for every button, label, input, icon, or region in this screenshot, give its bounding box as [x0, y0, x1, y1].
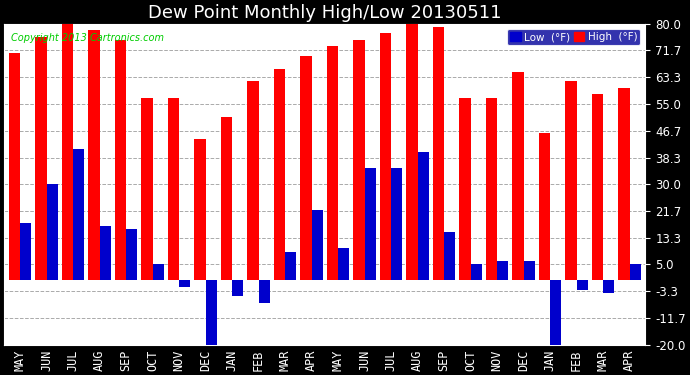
- Bar: [312, 210, 323, 280]
- Bar: [88, 30, 99, 280]
- Bar: [364, 168, 376, 280]
- Bar: [539, 133, 550, 280]
- Bar: [20, 223, 31, 280]
- Bar: [99, 226, 110, 280]
- Bar: [460, 98, 471, 280]
- Bar: [179, 280, 190, 287]
- Bar: [259, 280, 270, 303]
- Bar: [592, 94, 603, 280]
- Bar: [274, 69, 285, 280]
- Bar: [232, 280, 243, 297]
- Bar: [46, 184, 58, 280]
- Bar: [248, 81, 259, 280]
- Bar: [417, 152, 428, 280]
- Title: Dew Point Monthly High/Low 20130511: Dew Point Monthly High/Low 20130511: [148, 4, 502, 22]
- Bar: [353, 40, 364, 280]
- Bar: [141, 98, 152, 280]
- Bar: [168, 98, 179, 280]
- Bar: [550, 280, 561, 345]
- Bar: [406, 24, 417, 280]
- Bar: [115, 40, 126, 280]
- Bar: [486, 98, 497, 280]
- Bar: [206, 280, 217, 345]
- Bar: [338, 248, 349, 280]
- Text: Copyright 2013 Cartronics.com: Copyright 2013 Cartronics.com: [10, 33, 164, 44]
- Bar: [195, 139, 206, 280]
- Bar: [221, 117, 232, 280]
- Bar: [126, 229, 137, 280]
- Bar: [603, 280, 614, 293]
- Bar: [577, 280, 588, 290]
- Bar: [73, 149, 84, 280]
- Bar: [618, 88, 629, 280]
- Legend: Low  (°F), High  (°F): Low (°F), High (°F): [507, 29, 640, 45]
- Bar: [285, 252, 296, 280]
- Bar: [565, 81, 577, 280]
- Bar: [35, 36, 46, 280]
- Bar: [629, 264, 641, 280]
- Bar: [300, 56, 312, 280]
- Bar: [471, 264, 482, 280]
- Bar: [524, 261, 535, 280]
- Bar: [152, 264, 164, 280]
- Bar: [513, 72, 524, 280]
- Bar: [380, 33, 391, 280]
- Bar: [391, 168, 402, 280]
- Bar: [497, 261, 509, 280]
- Bar: [444, 232, 455, 280]
- Bar: [62, 24, 73, 280]
- Bar: [433, 27, 444, 280]
- Bar: [9, 53, 20, 280]
- Bar: [327, 46, 338, 280]
